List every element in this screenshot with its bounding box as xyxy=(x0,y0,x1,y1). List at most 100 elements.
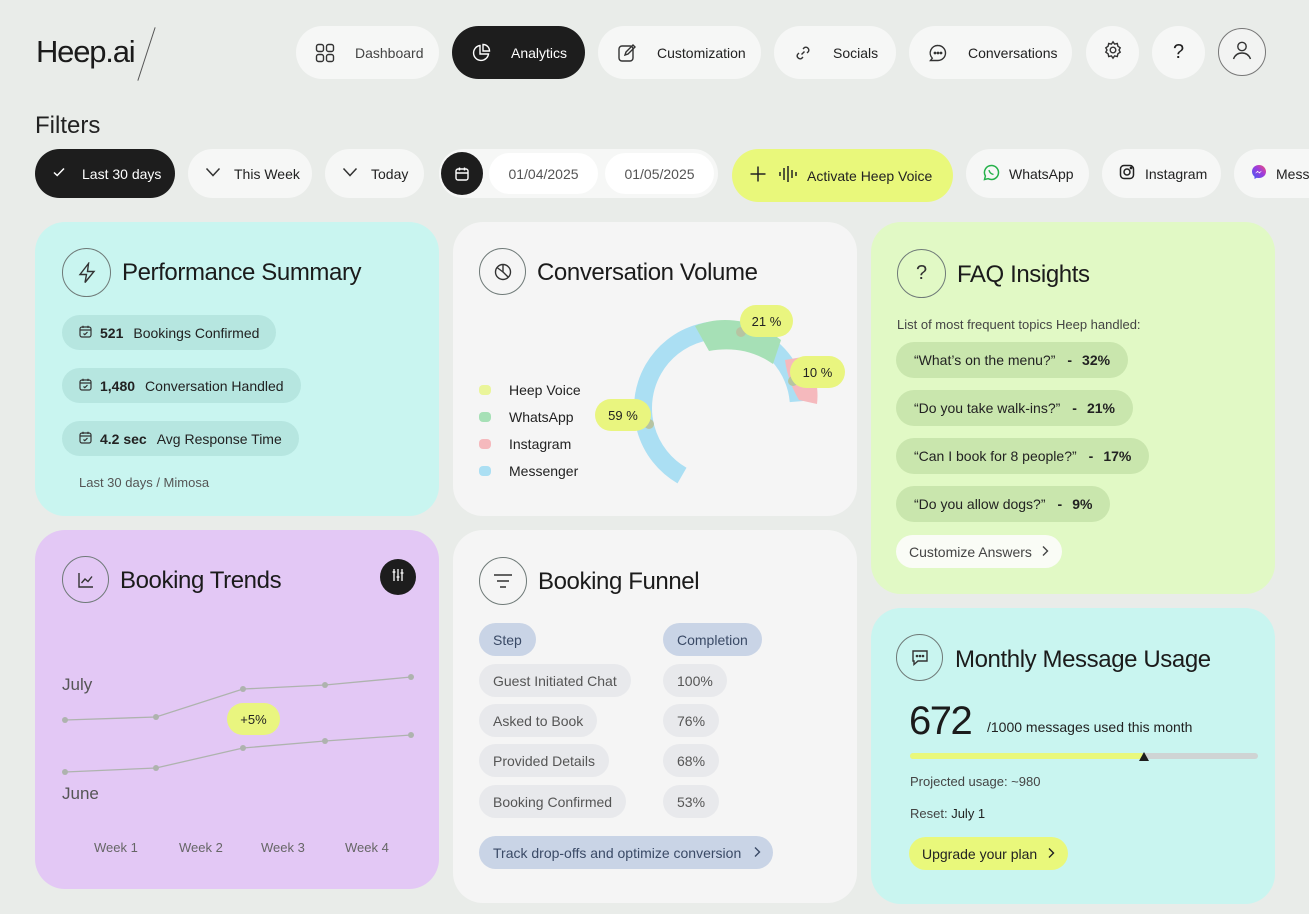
calendar-check-icon xyxy=(79,378,92,394)
june-point xyxy=(322,738,328,744)
whatsapp-percent-label: 21 % xyxy=(740,305,793,337)
track-dropoffs-button[interactable]: Track drop-offs and optimize conversion xyxy=(479,836,774,869)
funnel-header-step: Step xyxy=(479,623,536,656)
logo-divider xyxy=(137,27,156,81)
link-icon xyxy=(792,42,814,64)
date-to-input[interactable]: 01/05/2025 xyxy=(605,153,714,194)
whatsapp-icon xyxy=(983,164,1000,184)
grid-icon xyxy=(314,42,336,64)
date-range-picker[interactable]: 01/04/2025 01/05/2025 xyxy=(439,149,718,198)
filters-title: Filters xyxy=(35,112,101,139)
chevron-right-icon xyxy=(753,845,761,861)
july-point xyxy=(62,717,68,723)
upgrade-plan-button[interactable]: Upgrade your plan xyxy=(909,837,1069,870)
conversation-volume-card: Conversation Volume Heep Voice WhatsApp … xyxy=(453,222,857,516)
instagram-percent-label: 10 % xyxy=(790,356,845,388)
customize-answers-button[interactable]: Customize Answers xyxy=(896,535,1062,568)
week-1-label: Week 1 xyxy=(94,840,138,855)
july-point xyxy=(153,714,159,720)
edit-icon xyxy=(616,42,638,64)
legend-messenger: Messenger xyxy=(479,457,581,484)
funnel-completion: 76% xyxy=(663,704,720,737)
faq-question: “Do you allow dogs?” xyxy=(914,496,1046,512)
nav-socials[interactable]: Socials xyxy=(774,26,896,79)
faq-question: “Can I book for 8 people?” xyxy=(914,448,1077,464)
check-icon xyxy=(52,165,66,182)
donut-chart xyxy=(634,319,818,495)
july-point xyxy=(240,686,246,692)
date-from-input[interactable]: 01/04/2025 xyxy=(489,153,598,194)
help-button[interactable]: ? xyxy=(1152,26,1205,79)
booking-trends-card: Booking Trends July June +5% Week 1 Week… xyxy=(35,530,439,889)
legend-label: WhatsApp xyxy=(509,408,574,425)
monthly-usage-title: Monthly Message Usage xyxy=(955,646,1211,673)
june-point xyxy=(62,769,68,775)
legend-instagram: Instagram xyxy=(479,430,581,457)
booking-funnel-card: Booking Funnel Step Completion Guest Ini… xyxy=(453,530,857,903)
filter-last-30-days-label: Last 30 days xyxy=(82,165,162,182)
brand-logo[interactable]: Heep.ai xyxy=(36,34,136,69)
calendar-check-icon xyxy=(79,431,92,447)
reset-label: Reset: xyxy=(910,806,948,821)
legend-swatch xyxy=(479,411,491,422)
funnel-completion: 68% xyxy=(663,744,720,777)
profile-avatar[interactable] xyxy=(1218,28,1266,76)
message-icon xyxy=(896,634,943,681)
faq-percent: 17% xyxy=(1103,448,1132,464)
week-4-label: Week 4 xyxy=(345,840,389,855)
june-series-line xyxy=(64,734,412,773)
monthly-usage-card: Monthly Message Usage 672 /1000 messages… xyxy=(871,608,1275,904)
faq-percent: 32% xyxy=(1082,352,1111,368)
series-label-july: July xyxy=(62,675,93,694)
faq-question: “What’s on the menu?” xyxy=(914,352,1056,368)
chevron-down-icon xyxy=(342,165,358,182)
filter-this-week[interactable]: This Week xyxy=(188,149,312,198)
channel-whatsapp[interactable]: WhatsApp xyxy=(966,149,1089,198)
channel-messenger[interactable]: Messenger xyxy=(1234,149,1309,198)
funnel-step: Booking Confirmed xyxy=(479,785,627,818)
funnel-step: Provided Details xyxy=(479,744,609,777)
chat-bubble-icon xyxy=(927,42,949,64)
nav-analytics-label: Analytics xyxy=(511,44,568,61)
faq-sep: - xyxy=(1057,496,1063,512)
chevron-right-icon xyxy=(1041,544,1049,560)
june-point xyxy=(153,765,159,771)
legend-whatsapp: WhatsApp xyxy=(479,403,581,430)
usage-progress-bar xyxy=(910,752,1258,761)
nav-customization-label: Customization xyxy=(657,44,746,61)
stat-avg-response-time: 4.2 sec Avg Response Time xyxy=(62,421,299,456)
nav-dashboard[interactable]: Dashboard xyxy=(296,26,439,79)
track-dropoffs-label: Track drop-offs and optimize conversion xyxy=(493,844,742,861)
pie-chart-icon xyxy=(470,42,492,64)
funnel-step: Asked to Book xyxy=(479,704,598,737)
booking-trends-title: Booking Trends xyxy=(120,567,282,594)
filter-last-30-days[interactable]: Last 30 days xyxy=(35,149,175,198)
filter-today[interactable]: Today xyxy=(325,149,424,198)
performance-summary-card: Performance Summary 521 Bookings Confirm… xyxy=(35,222,439,516)
usage-progress-fill xyxy=(910,753,1144,759)
channel-messenger-label: Messenger xyxy=(1276,165,1309,182)
nav-customization[interactable]: Customization xyxy=(598,26,761,79)
growth-badge: +5% xyxy=(227,703,280,735)
plus-icon xyxy=(749,165,767,186)
filter-settings-button[interactable] xyxy=(380,559,416,595)
faq-insights-card: ? FAQ Insights List of most frequent top… xyxy=(871,222,1275,594)
faq-item: “What’s on the menu?” -32% xyxy=(896,342,1129,378)
channel-whatsapp-label: WhatsApp xyxy=(1009,165,1074,182)
calendar-icon[interactable] xyxy=(441,152,483,195)
faq-percent: 9% xyxy=(1072,496,1093,512)
nav-analytics[interactable]: Analytics xyxy=(452,26,585,79)
funnel-completion: 100% xyxy=(663,664,727,697)
faq-question: “Do you take walk-ins?” xyxy=(914,400,1061,416)
july-point xyxy=(408,674,414,680)
customize-answers-label: Customize Answers xyxy=(909,543,1032,560)
chevron-right-icon xyxy=(1047,846,1055,862)
legend-label: Messenger xyxy=(509,462,579,479)
volume-legend: Heep Voice WhatsApp Instagram Messenger xyxy=(479,376,581,484)
nav-conversations[interactable]: Conversations xyxy=(909,26,1072,79)
channel-instagram[interactable]: Instagram xyxy=(1102,149,1221,198)
legend-heep-voice: Heep Voice xyxy=(479,376,581,403)
series-label-june: June xyxy=(62,784,99,803)
activate-heep-voice-button[interactable]: Activate Heep Voice xyxy=(732,149,953,202)
settings-button[interactable] xyxy=(1086,26,1139,79)
